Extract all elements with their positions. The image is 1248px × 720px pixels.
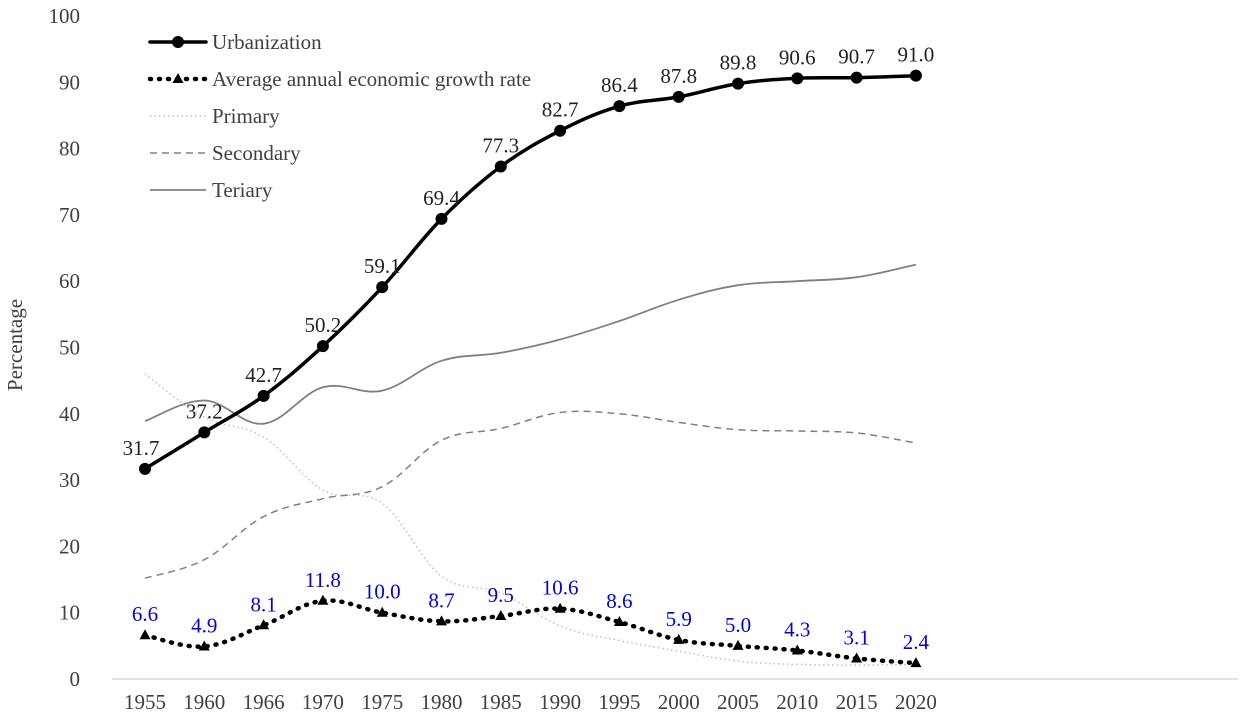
series-layer [139,69,922,668]
x-tick-label: 2005 [717,690,759,714]
data-labels-layer: 6.6 4.9 8.1 11.8 10.0 8.7 9.5 10.6 8.6 5.9 5.0 4.3 3… [123,43,935,654]
x-tick-label: 1975 [361,690,403,714]
x-tick-label: 1966 [243,690,285,714]
growth-point [495,610,507,621]
growth-data-label: 4.9 [191,614,217,638]
urbanization-point [672,90,685,103]
urbanization-data-label: 59.1 [364,254,401,278]
urbanization-data-label: 89.8 [720,51,757,75]
growth-point [554,602,566,613]
growth-data-label: 3.1 [843,625,869,649]
series-line-tertiary [144,263,917,425]
growth-data-label: 6.6 [132,602,158,626]
legend-label-urbanization: Urbanization [212,30,322,54]
legend-marker-growth [172,73,184,83]
urbanization-data-label: 82.7 [542,98,579,122]
legend-label-growth: Average annual economic growth rate [212,67,531,91]
urbanization-point [494,160,507,173]
growth-point [376,606,388,617]
urbanization-data-label: 31.7 [123,436,160,460]
urbanization-point [732,77,744,90]
series-line-secondary [144,410,917,579]
urbanization-data-label: 86.4 [601,73,638,97]
x-tick-label: 1990 [539,690,581,714]
y-tick-label: 20 [59,534,80,558]
growth-point [910,657,922,668]
x-tick-label: 2015 [836,690,878,714]
legend-label-tertiary: Teriary [212,178,273,202]
x-tick-label: 2000 [658,690,700,714]
x-axis: 1955 1960 1966 1970 1975 1980 1985 1990 1995 2000… [124,690,937,714]
urbanization-point [139,462,151,475]
growth-data-label: 9.5 [488,583,514,607]
urbanization-point [554,124,567,137]
growth-data-label: 5.0 [725,613,751,637]
urbanization-data-label: 42.7 [245,363,282,387]
y-tick-label: 50 [59,336,80,360]
growth-data-label: 8.1 [250,592,276,616]
x-tick-label: 1985 [480,690,522,714]
urbanization-data-label: 90.7 [838,45,875,69]
urbanization-point [376,281,389,294]
urbanization-point [198,426,211,439]
growth-data-label: 4.3 [784,617,810,641]
urbanization-data-label: 91.0 [898,43,935,67]
legend: Urbanization Average annual economic grow… [147,30,531,202]
urbanization-point [791,72,804,85]
growth-point [791,644,803,655]
series-line-urbanization [143,73,918,471]
growth-point [139,629,151,640]
growth-data-label: 10.0 [364,580,401,604]
growth-data-label: 2.4 [903,630,930,654]
x-tick-label: 1955 [124,690,166,714]
growth-point [613,615,625,626]
y-axis: 0 10 20 30 40 50 60 70 80 90 100 [49,4,81,691]
y-tick-label: 90 [59,70,80,94]
growth-data-label: 8.7 [428,588,454,612]
y-tick-label: 40 [59,402,80,426]
growth-point [732,639,744,650]
urbanization-point [850,71,863,84]
urbanization-point [435,212,448,225]
urbanization-point [257,389,270,402]
y-tick-label: 30 [59,468,80,492]
urbanization-point [613,100,626,113]
urbanization-data-label: 69.4 [423,186,460,210]
growth-point [436,615,447,626]
y-tick-label: 0 [70,667,81,691]
growth-point [673,633,685,644]
x-tick-label: 1995 [598,690,640,714]
x-tick-label: 2010 [776,690,818,714]
urbanization-data-label: 37.2 [186,399,223,423]
y-tick-label: 80 [59,137,80,161]
urbanization-data-label: 77.3 [482,134,519,158]
growth-point [851,652,863,663]
y-tick-label: 70 [59,203,80,227]
y-tick-label: 10 [59,601,80,625]
y-axis-title: Percentage [3,299,27,391]
legend-label-primary: Primary [212,104,280,128]
legend-label-secondary: Secondary [212,141,301,165]
legend-marker-urbanization [172,36,184,48]
y-tick-label: 100 [49,4,81,28]
y-tick-label: 60 [59,269,80,293]
growth-data-label: 8.6 [606,589,632,613]
growth-data-label: 11.8 [305,568,341,592]
x-tick-label: 1960 [183,690,225,714]
x-tick-label: 1980 [421,690,463,714]
urbanization-data-label: 90.6 [779,45,816,69]
growth-point [198,640,210,651]
urbanization-data-label: 50.2 [305,313,342,337]
growth-point [258,619,270,630]
growth-point [317,594,329,605]
growth-data-label: 5.9 [666,607,692,631]
x-tick-label: 1970 [302,690,344,714]
x-tick-label: 2020 [895,690,937,714]
urbanization-point [316,340,329,353]
growth-data-label: 10.6 [542,576,579,600]
urbanization-point [909,69,922,82]
urbanization-data-label: 87.8 [660,64,697,88]
